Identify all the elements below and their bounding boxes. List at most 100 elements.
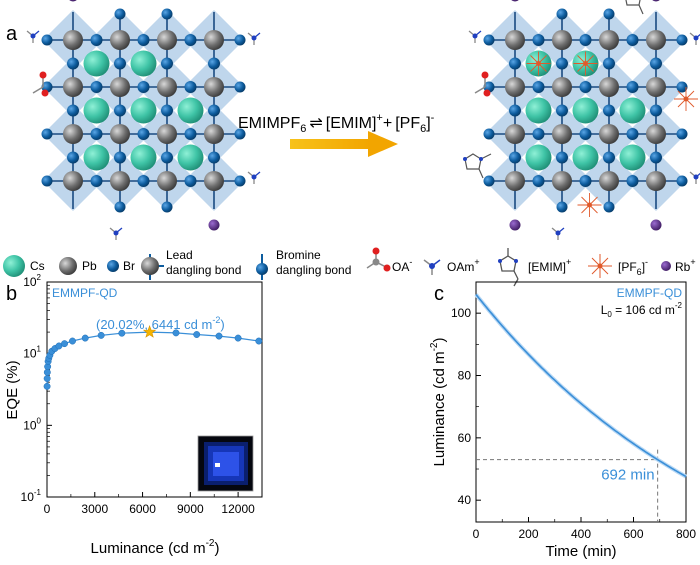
pb-atom [110,77,130,97]
legend-lead-dangling: Lead dangling bond [141,248,241,280]
cs-atom [525,144,552,171]
pf6-anion [526,51,551,76]
br-atom [532,175,545,187]
br-dangling-atom [41,175,53,187]
y-tick-label: 102 [23,273,41,289]
perovskite-lattice-treated [463,0,700,240]
br-atom [579,128,592,140]
br-atom [579,81,592,93]
perovskite-lattice-pristine [26,0,261,240]
br-atom [114,151,126,164]
rb-atom [652,0,660,2]
br-atom [509,151,521,164]
cs-atom [525,97,552,124]
cs-atom [130,50,157,77]
eqe-data-point [193,331,201,338]
emim-cation [463,153,492,179]
rb-atom [208,219,220,231]
cs-atom [130,144,157,171]
br-atom [184,128,197,140]
legend-rb: Rb+ [661,257,696,274]
x-tick-label: 12000 [221,502,255,516]
x-tick-label: 9000 [177,502,204,516]
y-tick-label: 60 [458,431,472,445]
br-atom [532,34,545,46]
br-dangling-atom [483,128,495,140]
oam-ligand [247,32,261,45]
y-tick-label: 101 [23,345,41,361]
pf6-anion [577,193,602,217]
pf6-anion [573,51,598,76]
br-atom [137,34,150,46]
br-dangling-atom [234,34,246,46]
pb-atom [646,171,666,191]
br-dangling-atom [234,81,246,93]
pb-atom [63,77,83,97]
lifetime-curve [475,294,687,478]
br-atom [184,81,197,93]
legend-bromine-dangling: Bromine dangling bond [256,248,351,280]
pb-atom [552,124,572,144]
pb-atom [110,171,130,191]
svg-text:[PF6]-: [PF6]- [618,257,648,277]
cs-atom-icon [3,255,25,277]
rb-atom-icon [661,261,671,271]
emim-cation [625,0,644,15]
br-atom [208,57,220,70]
pb-atom [63,124,83,144]
cs-atom [83,144,110,171]
luminance-lifetime-chart: 40 60 80 100 0 200 400 600 800 Luminance (cd m-… [429,281,696,560]
y-tick-label: 100 [23,416,41,432]
panel-label-a: a [6,23,18,45]
br-atom [626,128,639,140]
pb-atom [63,30,83,50]
br-atom [90,81,103,93]
br-atom [208,104,220,117]
pb-atom [110,124,130,144]
br-atom [626,34,639,46]
br-dangling-atom [676,175,688,187]
br-dangling-atom [483,34,495,46]
x-tick-label: 600 [623,527,643,541]
oam-ligand [247,171,261,184]
oam-ligand [689,32,700,45]
br-atom [137,81,150,93]
br-atom [556,151,568,164]
svg-text:Br: Br [123,259,135,273]
pb-atom [157,77,177,97]
x-tick-label: 6000 [129,502,156,516]
eqe-data-point [234,334,242,342]
svg-text:OAm+: OAm+ [447,257,480,274]
svg-text:Cs: Cs [30,259,45,273]
cs-atom [130,97,157,124]
br-dangling-atom [603,201,615,213]
eqe-data-point [172,329,180,337]
pb-atom [646,30,666,50]
x-tick-label: 800 [676,527,696,541]
pb-atom [552,171,572,191]
br-atom [509,57,521,70]
eqe-data-point [215,332,223,340]
x-tick-label: 200 [518,527,538,541]
br-dangling-atom [161,8,173,20]
eqe-data-point [69,337,76,345]
br-dangling-atom [483,175,495,187]
svg-text:dangling bond: dangling bond [276,263,351,277]
br-atom [90,128,103,140]
panel-label-c: c [434,283,444,305]
panel-label-b: b [6,283,17,305]
svg-text:Rb+: Rb+ [675,257,696,274]
eqe-data-point [118,329,126,337]
cs-atom [572,97,599,124]
br-atom [603,151,615,164]
oa-molecule-icon [366,247,391,272]
cs-atom [83,97,110,124]
rb-atom [511,0,519,2]
oa-ligand [32,71,49,97]
max-eqe-star-marker [142,325,157,338]
chart-b-annotation: (20.02%, 6441 cd m-2) [96,315,225,332]
pb-atom [157,124,177,144]
chart-b-legend: EMMPF-QD [52,286,118,300]
legend-pf6: [PF6]- [588,254,648,278]
